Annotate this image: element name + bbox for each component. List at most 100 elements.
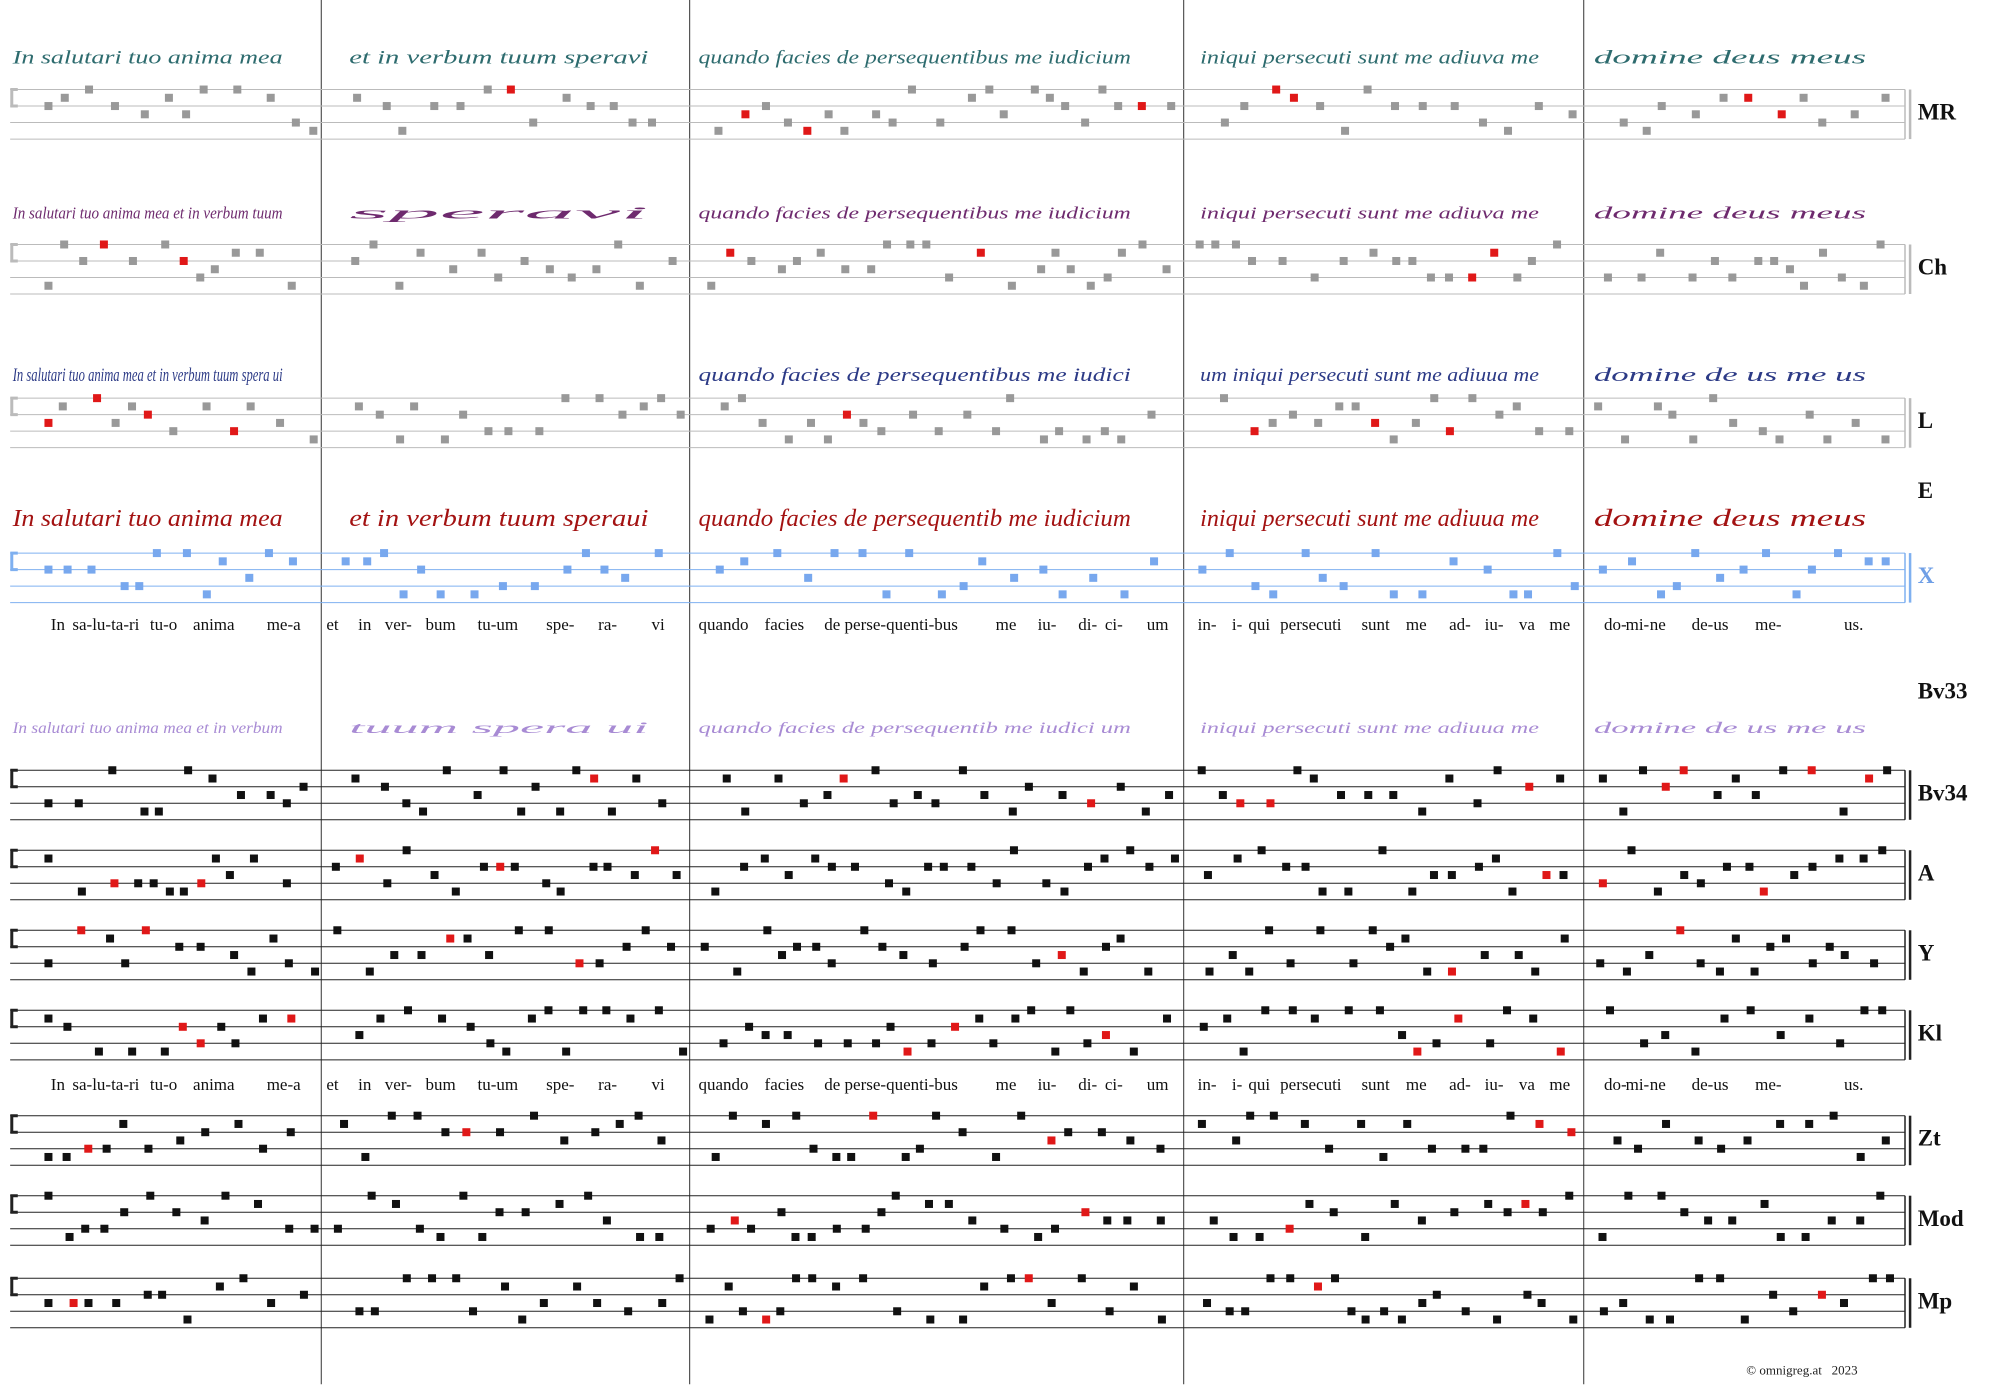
neume: [269, 934, 278, 943]
neume: [1006, 1274, 1015, 1283]
neume: [413, 1111, 422, 1120]
neume: [992, 879, 1001, 888]
neume: [1657, 102, 1666, 111]
neume: [1639, 766, 1648, 775]
lyric-syllable: spe-: [546, 615, 575, 634]
neume: [1220, 118, 1229, 127]
neume: [859, 1274, 868, 1283]
neume: [112, 1299, 121, 1308]
neume: [182, 110, 191, 119]
neume: [1789, 1307, 1798, 1316]
lyric-syllable: bum: [425, 615, 455, 634]
neume: [1157, 1315, 1166, 1324]
neume: [1310, 273, 1319, 282]
neume: [510, 862, 519, 871]
neume: [1144, 967, 1153, 976]
neume: [1514, 951, 1523, 960]
neume: [1627, 846, 1636, 855]
neume: [141, 926, 150, 935]
manuscript-text: iniqui persecuti sunt me adiuua me: [1200, 720, 1539, 737]
neume: [309, 435, 318, 444]
lyric-syllable: me-: [1755, 1075, 1782, 1094]
neume: [208, 774, 217, 783]
lyric-syllable: anima: [193, 615, 235, 634]
neume: [1662, 1119, 1671, 1128]
neume: [1218, 791, 1227, 800]
neume: [978, 557, 987, 566]
neume: [1645, 1315, 1654, 1324]
c-clef: [10, 848, 18, 869]
lyric-syllable: In: [51, 615, 66, 634]
neume: [724, 1282, 733, 1291]
neume: [740, 557, 749, 566]
neume: [1603, 273, 1612, 282]
neume: [1301, 862, 1310, 871]
neume: [1836, 1039, 1845, 1048]
neume: [760, 854, 769, 863]
neume: [1851, 418, 1860, 427]
neume: [102, 1144, 111, 1153]
neume: [1691, 110, 1700, 119]
neume: [438, 1014, 447, 1023]
c-clef: [10, 1008, 18, 1029]
neume: [518, 1315, 527, 1324]
neume: [1478, 118, 1487, 127]
lyric-syllable: quando: [699, 1075, 749, 1094]
neume: [1598, 879, 1607, 888]
neume: [1523, 1290, 1532, 1299]
neume: [404, 1006, 413, 1015]
neume: [654, 1006, 663, 1015]
manuscript-text: In salutari tuo anima mea: [11, 48, 282, 69]
neume: [812, 942, 821, 951]
neume: [1535, 427, 1544, 436]
neume: [589, 862, 598, 871]
neume: [1231, 240, 1240, 249]
neume: [963, 410, 972, 419]
neume: [1051, 1224, 1060, 1233]
neume: [722, 774, 731, 783]
neume: [416, 248, 425, 257]
neume: [1347, 1307, 1356, 1316]
c-clef: [10, 768, 18, 789]
neume: [1754, 256, 1763, 265]
neume: [143, 1290, 152, 1299]
lyric-syllable: vi: [652, 1075, 666, 1094]
neume: [1480, 951, 1489, 960]
neume: [1493, 1315, 1502, 1324]
neume: [221, 1191, 230, 1200]
neume: [1881, 557, 1890, 566]
neume: [506, 85, 515, 94]
neume: [1537, 1299, 1546, 1308]
lyric-syllable: ne: [1650, 1075, 1666, 1094]
neume: [100, 1224, 109, 1233]
neume: [1086, 281, 1095, 290]
neume: [58, 402, 67, 411]
neume: [832, 1152, 841, 1161]
neume: [1634, 1144, 1643, 1153]
neume: [149, 879, 158, 888]
neume: [74, 799, 83, 808]
neume: [586, 102, 595, 111]
neume: [1167, 102, 1176, 111]
neume: [1378, 846, 1387, 855]
neume: [63, 565, 72, 574]
lyric-syllable: me: [996, 615, 1017, 634]
neume: [945, 273, 954, 282]
neume: [1653, 887, 1662, 896]
neume: [1720, 1014, 1729, 1023]
neume: [1408, 887, 1417, 896]
lyric-syllable: me: [1406, 615, 1427, 634]
neume: [1759, 887, 1768, 896]
neume: [737, 394, 746, 403]
lyric-syllable: spe-: [546, 1075, 575, 1094]
neume: [1856, 1216, 1865, 1225]
neume: [1619, 807, 1628, 816]
neume: [907, 85, 916, 94]
staff: [10, 1191, 1912, 1246]
neume: [1606, 1006, 1615, 1015]
manuscript-text: quando facies de persequentibus me iudic…: [699, 365, 1131, 386]
lyric-syllable: qui: [1248, 1075, 1270, 1094]
manuscript-text: et in verbum tuum speravi: [349, 48, 648, 69]
neume: [1484, 1199, 1493, 1208]
neume: [120, 1208, 129, 1217]
